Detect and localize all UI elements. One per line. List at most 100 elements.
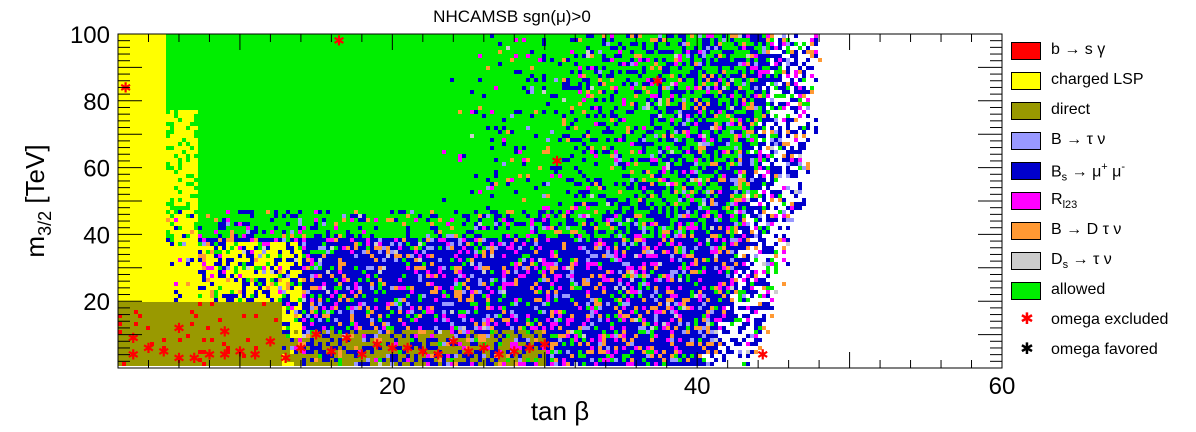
point-ds-17	[730, 106, 734, 110]
point-allowed-366	[646, 42, 650, 46]
point-allowed-1149	[206, 70, 210, 74]
point-allowed-3618	[394, 150, 398, 154]
point-allowed-1762	[198, 90, 202, 94]
point-allowed-1450	[402, 78, 406, 82]
point-allowed-2444	[426, 110, 430, 114]
point-allowed-1382	[662, 74, 666, 78]
point-allowed-567	[354, 50, 358, 54]
point-allowed-9	[198, 34, 202, 38]
point-allowed-140	[230, 38, 234, 42]
point-bs-89	[802, 50, 806, 54]
point-charged-lsp-39	[126, 46, 130, 50]
point-bs-516	[790, 130, 794, 134]
point-allowed-3627	[430, 150, 434, 154]
point-allowed-1101	[546, 66, 550, 70]
point-allowed-2103	[542, 98, 546, 102]
point-allowed-2385	[166, 110, 170, 114]
point-ds-16	[646, 106, 650, 110]
point-allowed-476	[530, 46, 534, 50]
point-allowed-2459	[502, 110, 506, 114]
point-allowed-3468	[266, 146, 270, 150]
point-allowed-3019	[354, 130, 358, 134]
point-allowed-3334	[222, 142, 226, 146]
point-allowed-3023	[370, 130, 374, 134]
point-allowed-3381	[410, 142, 414, 146]
point-allowed-1297	[286, 74, 290, 78]
point-allowed-3383	[418, 142, 422, 146]
point-charged-lsp-100	[130, 66, 134, 70]
point-allowed-1708	[454, 86, 458, 90]
point-allowed-2602	[642, 114, 646, 118]
point-allowed-1007	[706, 62, 710, 66]
point-allowed-2793	[394, 122, 398, 126]
point-bs-446	[750, 118, 754, 122]
point-allowed-1387	[718, 74, 722, 78]
point-allowed-319	[426, 42, 430, 46]
point-rl23-108	[666, 146, 670, 150]
point-charged-lsp-6	[138, 34, 142, 38]
point-allowed-1787	[298, 90, 302, 94]
point-allowed-3504	[410, 146, 414, 150]
point-allowed-1172	[298, 70, 302, 74]
point-charged-lsp-340	[142, 134, 146, 138]
point-allowed-190	[430, 38, 434, 42]
point-allowed-3359	[322, 142, 326, 146]
point-allowed-1442	[370, 78, 374, 82]
point-allowed-2452	[462, 110, 466, 114]
point-charged-lsp-81	[150, 58, 154, 62]
point-allowed-1668	[294, 86, 298, 90]
point-allowed-288	[302, 42, 306, 46]
point-allowed-3439	[686, 142, 690, 146]
point-allowed-484	[562, 46, 566, 50]
point-allowed-2668	[398, 118, 402, 122]
point-allowed-1234	[554, 70, 558, 74]
point-allowed-614	[550, 50, 554, 54]
point-allowed-633	[674, 50, 678, 54]
point-allowed-1829	[466, 90, 470, 94]
point-allowed-52	[370, 34, 374, 38]
point-allowed-1657	[250, 86, 254, 90]
point-allowed-3625	[422, 150, 426, 154]
point-charged-lsp-73	[118, 58, 122, 62]
point-allowed-1211	[454, 70, 458, 74]
point-b-d-49	[598, 78, 602, 82]
point-bs-148	[726, 62, 730, 66]
point-allowed-1626	[686, 82, 690, 86]
point-allowed-540	[246, 50, 250, 54]
point-allowed-761	[710, 54, 714, 58]
point-allowed-245	[710, 38, 714, 42]
point-allowed-1612	[582, 82, 586, 86]
point-allowed-259	[186, 42, 190, 46]
point-bs-415	[562, 114, 566, 118]
point-allowed-295	[330, 42, 334, 46]
point-allowed-3024	[374, 130, 378, 134]
point-allowed-2754	[238, 122, 242, 126]
point-allowed-2244	[606, 102, 610, 106]
point-bs-205	[638, 74, 642, 78]
point-allowed-2228	[534, 102, 538, 106]
point-allowed-2879	[270, 126, 274, 130]
point-charged-lsp-393	[134, 146, 138, 150]
point-allowed-199	[466, 38, 470, 42]
point-allowed-912	[258, 62, 262, 66]
point-allowed-2063	[382, 98, 386, 102]
point-bs-529	[710, 134, 714, 138]
point-allowed-2873	[246, 126, 250, 130]
point-allowed-2667	[394, 118, 398, 122]
point-bs-551	[698, 138, 702, 142]
point-allowed-318	[422, 42, 426, 46]
point-bs-196	[746, 70, 750, 74]
point-allowed-2927	[462, 126, 466, 130]
point-allowed-2410	[290, 110, 294, 114]
point-bs-476	[566, 126, 570, 130]
point-charged-lsp-304	[138, 126, 142, 130]
point-allowed-303	[362, 42, 366, 46]
point-allowed-3319	[690, 138, 694, 142]
point-b-d-56	[714, 82, 718, 86]
point-bs-22	[682, 38, 686, 42]
point-allowed-2117	[618, 98, 622, 102]
point-allowed-45	[342, 34, 346, 38]
point-bs-308	[742, 90, 746, 94]
point-charged-lsp-235	[142, 110, 146, 114]
point-allowed-2919	[430, 126, 434, 130]
